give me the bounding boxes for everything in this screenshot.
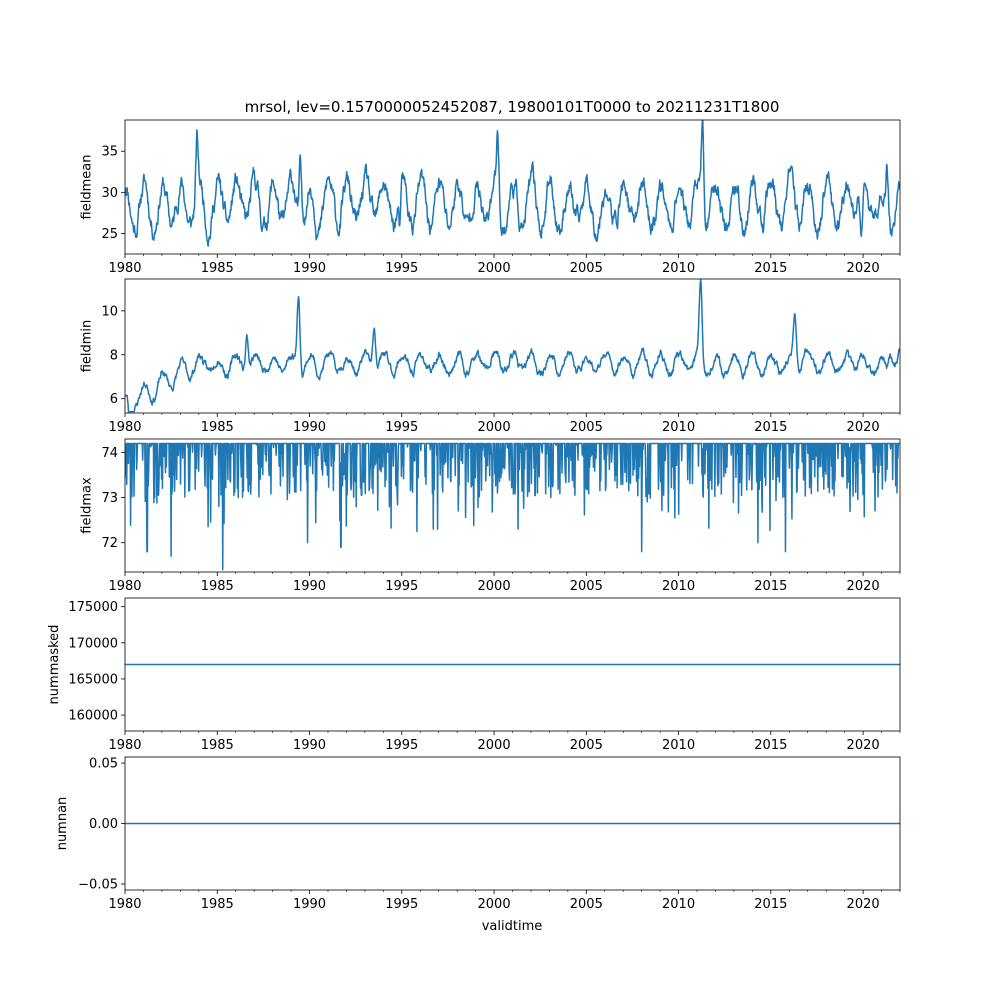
x-tick-label: 1990 — [293, 897, 326, 912]
x-tick-label: 1980 — [108, 738, 141, 753]
x-tick-label: 1995 — [385, 261, 418, 276]
panel-fieldmean: 1980 1985 1990 1995 2000 2005 2010 2015 2020 25 30… — [80, 119, 901, 276]
x-tick-label: 1985 — [201, 420, 234, 435]
x-tick-label: 1985 — [201, 261, 234, 276]
x-tick-label: 2015 — [754, 579, 787, 594]
x-tick-label: 2010 — [662, 579, 695, 594]
y-tick-label: 0.00 — [89, 817, 118, 832]
x-tick-label: 2010 — [662, 261, 695, 276]
x-tick-label: 2015 — [754, 897, 787, 912]
x-tick-label: 1985 — [201, 738, 234, 753]
y-tick-label: 35 — [101, 145, 118, 160]
x-tick-label: 2005 — [570, 420, 603, 435]
x-tick-label: 1995 — [385, 738, 418, 753]
y-tick-label: 30 — [101, 186, 118, 201]
x-tick-label: 1995 — [385, 420, 418, 435]
x-tick-label: 2005 — [570, 897, 603, 912]
y-tick-label: 74 — [101, 446, 118, 461]
x-tick-label: 1995 — [385, 579, 418, 594]
x-tick-label: 1995 — [385, 897, 418, 912]
y-tick-label: 10 — [101, 304, 118, 319]
y-tick-label: 8 — [110, 348, 118, 363]
x-tick-label: 2000 — [478, 420, 511, 435]
x-tick-label: 1980 — [108, 579, 141, 594]
series-line-fieldmean — [125, 120, 900, 248]
x-tick-label: 2020 — [847, 261, 880, 276]
x-tick-label: 1980 — [108, 261, 141, 276]
panel-numnan: 1980 1985 1990 1995 2000 2005 2010 2015 2020 −0.0… — [55, 757, 901, 912]
x-tick-label: 2020 — [847, 897, 880, 912]
y-tick-label: 160000 — [68, 709, 118, 724]
y-axis-label-fieldmean: fieldmean — [80, 155, 95, 220]
x-tick-label: 2010 — [662, 420, 695, 435]
y-tick-label: 175000 — [68, 600, 118, 615]
x-tick-label: 1990 — [293, 738, 326, 753]
x-tick-label: 2020 — [847, 738, 880, 753]
y-axis-label-fieldmax: fieldmax — [80, 477, 95, 534]
x-tick-label: 2010 — [662, 738, 695, 753]
x-axis-label: validtime — [482, 919, 543, 934]
x-tick-label: 2015 — [754, 738, 787, 753]
x-tick-label: 2000 — [478, 579, 511, 594]
panels: 1980 1985 1990 1995 2000 2005 2010 2015 2020 25 30… — [47, 119, 901, 912]
x-tick-label: 2000 — [478, 738, 511, 753]
x-tick-label: 2000 — [478, 261, 511, 276]
x-tick-label: 1990 — [293, 261, 326, 276]
y-tick-label: 73 — [101, 491, 118, 506]
y-tick-label: 170000 — [68, 636, 118, 651]
y-tick-label: −0.05 — [78, 877, 118, 892]
y-axis-label-nummasked: nummasked — [47, 625, 62, 705]
panel-nummasked: 1980 1985 1990 1995 2000 2005 2010 2015 2020 1600… — [47, 597, 901, 753]
y-tick-label: 6 — [110, 392, 118, 407]
chart-title: mrsol, lev=0.1570000052452087, 19800101T… — [245, 98, 780, 116]
y-tick-label: 165000 — [68, 672, 118, 687]
x-tick-label: 1980 — [108, 420, 141, 435]
y-tick-label: 25 — [101, 227, 118, 242]
x-tick-label: 2020 — [847, 420, 880, 435]
x-tick-label: 2020 — [847, 579, 880, 594]
series-line-fieldmax — [125, 442, 900, 571]
x-tick-label: 1985 — [201, 579, 234, 594]
x-tick-label: 1985 — [201, 897, 234, 912]
x-tick-label: 1990 — [293, 579, 326, 594]
x-tick-label: 1990 — [293, 420, 326, 435]
panel-fieldmax: 1980 1985 1990 1995 2000 2005 2010 2015 2020 72 73… — [80, 438, 901, 594]
x-tick-label: 2010 — [662, 897, 695, 912]
x-tick-label: 2005 — [570, 579, 603, 594]
x-tick-label: 1980 — [108, 897, 141, 912]
y-tick-label: 0.05 — [89, 757, 118, 772]
series-line-fieldmin — [125, 279, 900, 413]
y-axis-label-numnan: numnan — [55, 797, 70, 851]
x-tick-label: 2000 — [478, 897, 511, 912]
x-tick-label: 2015 — [754, 261, 787, 276]
x-tick-label: 2005 — [570, 261, 603, 276]
panel-fieldmin: 1980 1985 1990 1995 2000 2005 2010 2015 2020 6 8 10… — [80, 278, 901, 435]
y-tick-label: 72 — [101, 536, 118, 551]
x-tick-label: 2015 — [754, 420, 787, 435]
y-axis-label-fieldmin: fieldmin — [80, 320, 95, 373]
x-tick-label: 2005 — [570, 738, 603, 753]
